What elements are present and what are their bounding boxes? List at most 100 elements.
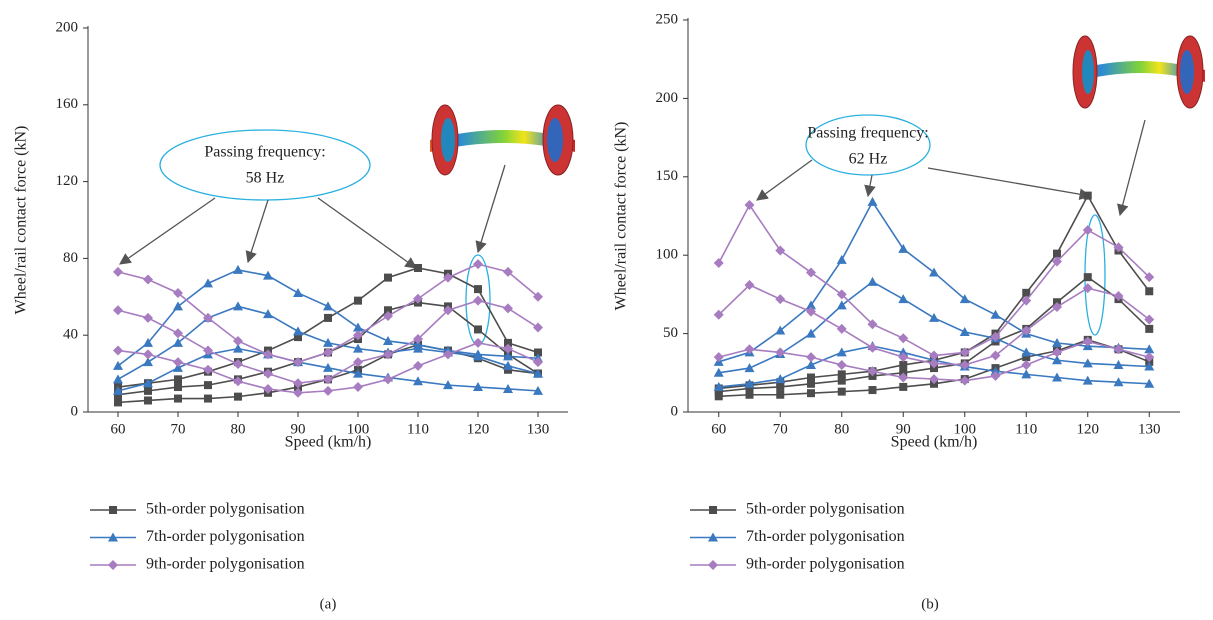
y-tick-label: 160	[56, 96, 79, 112]
legend-label: 7th-order polygonisation	[146, 528, 305, 545]
marker	[1053, 250, 1061, 258]
marker	[354, 297, 362, 305]
x-tick-label: 80	[834, 421, 849, 437]
marker	[960, 327, 970, 336]
marker	[143, 275, 153, 285]
marker	[143, 349, 153, 359]
x-tick-label: 80	[231, 421, 246, 437]
marker	[899, 383, 907, 391]
y-tick-label: 0	[71, 403, 79, 419]
marker	[204, 395, 212, 403]
marker	[144, 396, 152, 404]
y-tick-label: 200	[656, 90, 679, 106]
marker	[473, 296, 483, 306]
marker	[715, 392, 723, 400]
legend-label: 9th-order polygonisation	[746, 556, 905, 573]
marker	[204, 381, 212, 389]
x-tick-label: 60	[711, 421, 726, 437]
marker	[203, 278, 213, 287]
marker	[113, 267, 123, 277]
marker	[324, 314, 332, 322]
annotation: 62 Hz	[849, 151, 888, 168]
annotation: Passing frequency:	[204, 144, 325, 161]
y-tick-label: 150	[656, 168, 679, 184]
x-tick-label: 130	[527, 421, 550, 437]
marker	[109, 506, 117, 514]
marker	[837, 360, 847, 370]
panel-caption: (b)	[921, 596, 939, 612]
legend-label: 5th-order polygonisation	[146, 501, 305, 518]
marker	[709, 506, 717, 514]
marker	[1021, 347, 1031, 356]
marker	[323, 386, 333, 396]
y-tick-label: 50	[663, 325, 678, 341]
marker	[174, 395, 182, 403]
x-tick-label: 110	[1015, 421, 1037, 437]
marker	[144, 387, 152, 395]
y-tick-label: 0	[671, 403, 679, 419]
marker	[233, 265, 243, 274]
marker	[383, 336, 393, 345]
marker	[474, 285, 482, 293]
marker	[898, 244, 908, 253]
y-tick-label: 250	[656, 11, 679, 27]
wheelset-b	[1073, 36, 1205, 108]
marker	[837, 255, 847, 264]
x-tick-label: 70	[773, 421, 788, 437]
marker	[113, 374, 123, 383]
marker	[806, 267, 816, 277]
marker	[383, 374, 393, 384]
marker	[991, 371, 1001, 381]
marker	[806, 352, 816, 362]
x-tick-label: 120	[467, 421, 490, 437]
marker	[114, 398, 122, 406]
marker	[868, 343, 878, 353]
marker	[708, 560, 718, 570]
marker	[1083, 283, 1093, 293]
marker	[898, 333, 908, 343]
x-tick-label: 110	[407, 421, 429, 437]
marker	[353, 323, 363, 332]
y-tick-label: 200	[56, 19, 79, 35]
panel-caption: (a)	[320, 596, 337, 612]
x-tick-label: 130	[1138, 421, 1161, 437]
marker	[414, 264, 422, 272]
y-tick-label: 40	[63, 327, 78, 343]
annotation: 58 Hz	[246, 170, 285, 187]
marker	[1084, 273, 1092, 281]
legend-label: 7th-order polygonisation	[746, 528, 905, 545]
annotation: Passing frequency:	[807, 125, 928, 142]
x-axis-label: Speed (km/h)	[891, 434, 978, 451]
marker	[233, 301, 243, 310]
marker	[714, 258, 724, 268]
marker	[838, 388, 846, 396]
legend-label: 5th-order polygonisation	[746, 501, 905, 518]
marker	[533, 323, 543, 333]
marker	[143, 313, 153, 323]
marker	[473, 259, 483, 269]
marker	[293, 288, 303, 297]
x-axis-label: Speed (km/h)	[285, 434, 372, 451]
series-line	[118, 264, 538, 362]
marker	[174, 383, 182, 391]
marker	[473, 338, 483, 348]
figure: 0408012016020060708090100110120130Speed …	[0, 0, 1213, 620]
marker	[1021, 360, 1031, 370]
marker	[746, 391, 754, 399]
y-tick-label: 120	[56, 173, 79, 189]
marker	[234, 393, 242, 401]
marker	[384, 274, 392, 282]
marker	[899, 361, 907, 369]
marker	[868, 197, 878, 206]
y-tick-label: 100	[656, 247, 679, 263]
marker	[108, 560, 118, 570]
marker	[503, 303, 513, 313]
marker	[775, 245, 785, 255]
marker	[745, 200, 755, 210]
marker	[323, 301, 333, 310]
page: {"chart_data":[ {"type":"line","caption"…	[0, 0, 1213, 620]
marker	[173, 328, 183, 338]
marker	[868, 277, 878, 286]
marker	[807, 389, 815, 397]
wheelset-a	[430, 105, 575, 175]
